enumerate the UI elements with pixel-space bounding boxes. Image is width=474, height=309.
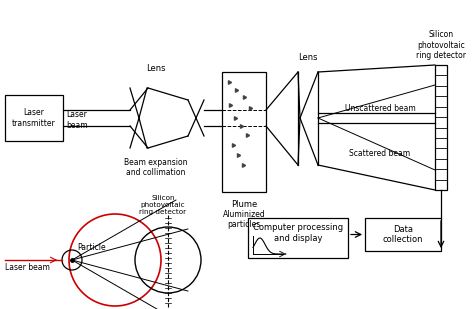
Bar: [5, 95, 63, 141]
Text: Laser
transmitter: Laser transmitter: [12, 108, 56, 128]
Text: Scattered beam: Scattered beam: [349, 149, 410, 158]
Text: Laser beam: Laser beam: [5, 264, 50, 273]
Text: Computer processing
and display: Computer processing and display: [253, 223, 343, 243]
Text: Beam expansion
and collimation: Beam expansion and collimation: [124, 158, 188, 177]
Text: Silicon
photovoltaic
ring detector: Silicon photovoltaic ring detector: [139, 195, 187, 215]
Bar: [435, 65, 447, 190]
Text: Lens: Lens: [298, 53, 318, 61]
Text: Unscattered beam: Unscattered beam: [345, 104, 415, 112]
Bar: [365, 218, 441, 251]
Bar: [222, 72, 266, 192]
Text: Aluminized
particles: Aluminized particles: [223, 210, 265, 229]
Text: Plume: Plume: [231, 200, 257, 209]
Bar: [248, 218, 348, 258]
Text: Particle: Particle: [77, 243, 106, 252]
Text: Laser
beam: Laser beam: [66, 110, 88, 130]
Text: Data
collection: Data collection: [383, 225, 423, 244]
Text: Silicon
photovoltaic
ring detector: Silicon photovoltaic ring detector: [416, 30, 466, 60]
Text: Lens: Lens: [146, 64, 166, 73]
